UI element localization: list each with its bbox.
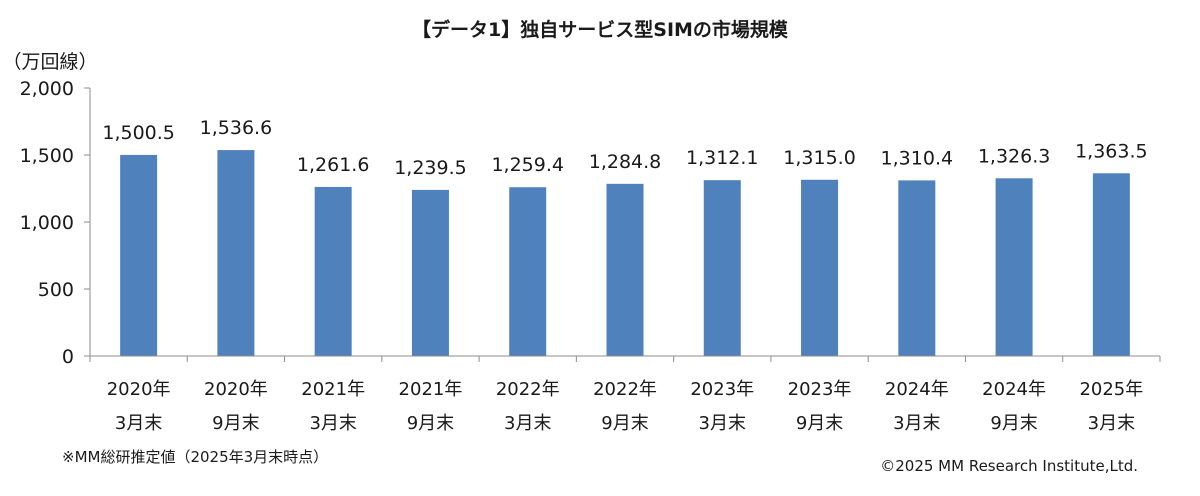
x-axis: 2020年 3月末 2020年 9月末 2021年 3月末 2021年 9月末 2022年 3月末… <box>89 355 1161 434</box>
bar <box>703 180 741 356</box>
estimate-note: ※MM総研推定値（2025年3月末時点） <box>62 448 328 466</box>
bar <box>606 183 644 356</box>
bar-data-label: 1,310.4 <box>881 147 954 169</box>
x-tick-label: 2022年 3月末 <box>496 379 560 434</box>
bar-data-label: 1,261.6 <box>297 154 370 176</box>
x-tick-label: 2021年 9月末 <box>399 379 463 434</box>
copyright-credit: ©2025 MM Research Institute,Ltd. <box>880 457 1138 475</box>
y-tick-label: 1,500 <box>20 145 74 167</box>
bar-data-label: 1,326.3 <box>978 145 1051 167</box>
x-tick-label: 2024年 3月末 <box>885 379 949 434</box>
bar-data-label: 1,363.5 <box>1075 140 1148 162</box>
bar <box>995 178 1033 356</box>
x-tick-label: 2021年 3月末 <box>301 379 365 434</box>
bar <box>1092 173 1130 356</box>
bar-data-label: 1,312.1 <box>686 147 759 169</box>
x-tick-label: 2025年 3月末 <box>1079 379 1143 434</box>
y-axis: 0 500 1,000 1,500 2,000 <box>20 78 91 368</box>
y-axis-unit-label: （万回線） <box>2 51 97 73</box>
bar <box>411 189 449 356</box>
bar-data-label: 1,259.4 <box>491 154 564 176</box>
bar-data-label: 1,239.5 <box>394 157 467 179</box>
x-tick-label: 2022年 9月末 <box>593 379 657 434</box>
x-tick-label: 2020年 9月末 <box>204 379 268 434</box>
bar-data-label: 1,315.0 <box>783 147 856 169</box>
bar <box>314 186 352 356</box>
bar <box>120 154 158 356</box>
x-tick-label: 2020年 3月末 <box>107 379 171 434</box>
x-tick-label: 2024年 9月末 <box>982 379 1046 434</box>
y-tick-label: 0 <box>62 346 74 368</box>
bar-data-label: 1,284.8 <box>589 151 662 173</box>
bar-data-label: 1,500.5 <box>102 122 175 144</box>
bar <box>898 180 936 356</box>
bar <box>801 179 839 356</box>
y-tick-label: 2,000 <box>20 78 74 100</box>
data-labels: 1,500.5 1,536.6 1,261.6 1,239.5 1,259.4 1,284… <box>102 117 1147 179</box>
y-tick-label: 500 <box>38 279 74 301</box>
bar <box>509 187 547 356</box>
bar <box>217 150 255 356</box>
bar-data-label: 1,536.6 <box>200 117 273 139</box>
y-tick-label: 1,000 <box>20 212 74 234</box>
x-tick-label: 2023年 9月末 <box>788 379 852 434</box>
chart-title: 【データ1】独自サービス型SIMの市場規模 <box>412 18 789 41</box>
bars <box>120 150 1130 356</box>
x-tick-label: 2023年 3月末 <box>690 379 754 434</box>
